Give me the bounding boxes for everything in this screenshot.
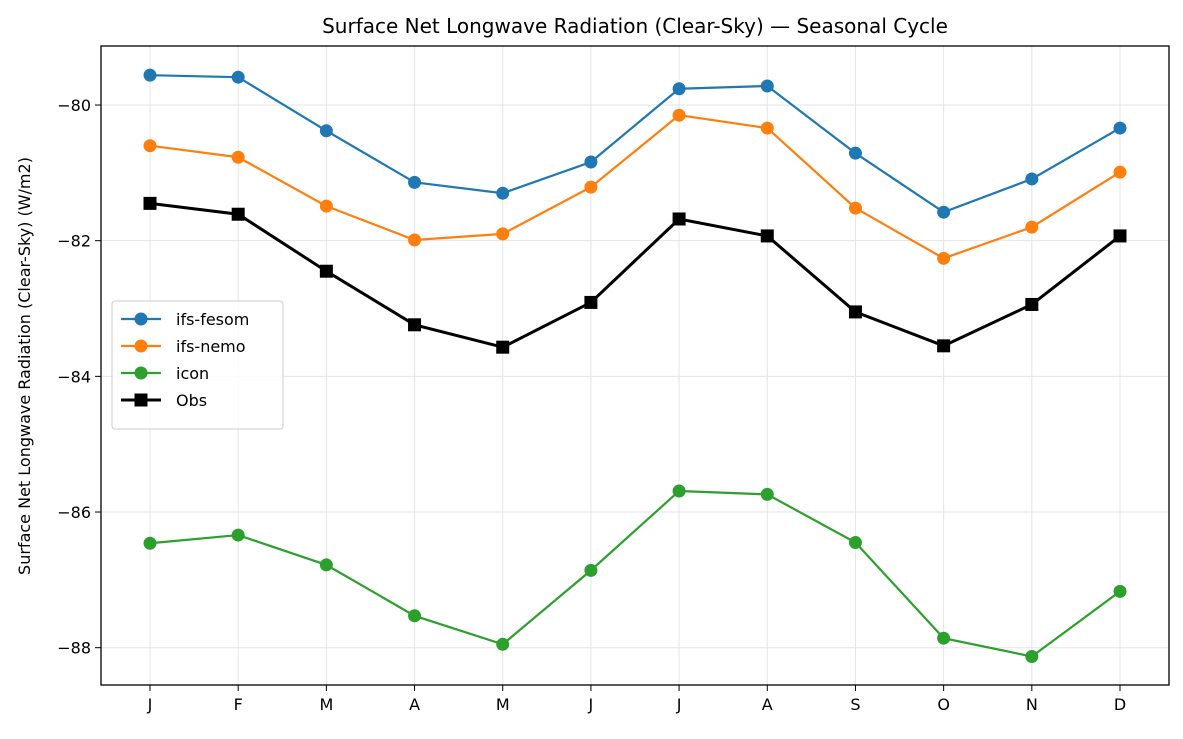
data-point	[1025, 220, 1039, 234]
legend-entry: icon	[121, 364, 209, 383]
data-point	[1113, 584, 1127, 598]
legend-label: ifs-fesom	[176, 310, 249, 329]
data-point	[319, 199, 333, 213]
data-point	[584, 563, 598, 577]
data-point	[231, 528, 245, 542]
data-point	[231, 207, 245, 221]
legend-entry: ifs-fesom	[121, 310, 249, 329]
legend-marker	[134, 312, 148, 326]
legend-entry: ifs-nemo	[121, 337, 246, 356]
y-tick-label: −88	[57, 639, 91, 658]
x-tick-label: J	[676, 695, 682, 714]
data-point	[408, 175, 422, 189]
legend-marker	[134, 393, 148, 407]
data-point	[496, 186, 510, 200]
data-point	[672, 108, 686, 122]
legend-entry: Obs	[121, 391, 207, 410]
data-point	[672, 212, 686, 226]
data-point	[408, 233, 422, 247]
data-point	[496, 637, 510, 651]
data-point	[760, 79, 774, 93]
x-tick-label: F	[234, 695, 243, 714]
data-point	[937, 251, 951, 265]
x-tick-label: J	[588, 695, 594, 714]
data-point	[143, 196, 157, 210]
legend-label: icon	[176, 364, 209, 383]
x-tick-label: A	[409, 695, 420, 714]
y-tick-label: −82	[57, 232, 91, 251]
data-point	[1113, 165, 1127, 179]
data-point	[319, 264, 333, 278]
data-point	[584, 155, 598, 169]
data-point	[408, 609, 422, 623]
series-icon	[143, 484, 1127, 664]
series-ifs-fesom	[143, 68, 1127, 219]
data-point	[672, 82, 686, 96]
data-point	[937, 631, 951, 645]
legend-label: Obs	[176, 391, 207, 410]
series-line	[149, 201, 1121, 349]
y-axis-label: Surface Net Longwave Radiation (Clear-Sk…	[15, 157, 34, 575]
y-tick-label: −80	[57, 96, 91, 115]
data-point	[584, 180, 598, 194]
data-point	[1025, 172, 1039, 186]
data-point	[496, 340, 510, 354]
series-line	[149, 114, 1121, 260]
data-point	[496, 227, 510, 241]
y-tick-label: −86	[57, 503, 91, 522]
data-point	[584, 295, 598, 309]
series-line	[149, 74, 1121, 214]
legend-label: ifs-nemo	[176, 337, 246, 356]
data-point	[319, 558, 333, 572]
x-tick-label: N	[1026, 695, 1038, 714]
chart-title: Surface Net Longwave Radiation (Clear-Sk…	[322, 14, 948, 38]
data-point	[937, 205, 951, 219]
y-tick-label: −84	[57, 367, 91, 386]
x-tick-label: S	[850, 695, 860, 714]
data-point	[143, 139, 157, 153]
x-tick-label: D	[1114, 695, 1126, 714]
data-point	[1113, 121, 1127, 135]
data-point	[1113, 229, 1127, 243]
data-point	[1025, 650, 1039, 664]
data-point	[760, 121, 774, 135]
x-tick-label: O	[937, 695, 950, 714]
x-tick-label: M	[319, 695, 333, 714]
data-point	[231, 70, 245, 84]
x-tick-label: J	[147, 695, 153, 714]
data-point	[672, 484, 686, 498]
data-point	[408, 318, 422, 332]
data-point	[848, 146, 862, 160]
data-point	[1025, 297, 1039, 311]
legend-marker	[134, 339, 148, 353]
data-point	[848, 536, 862, 550]
plot-frame	[100, 45, 1170, 686]
series-Obs	[143, 196, 1127, 354]
data-point	[231, 150, 245, 164]
data-point	[319, 124, 333, 138]
data-point	[848, 305, 862, 319]
data-point	[937, 339, 951, 353]
x-tick-label: M	[496, 695, 510, 714]
data-point	[848, 201, 862, 215]
x-tick-label: A	[762, 695, 773, 714]
series-ifs-nemo	[143, 108, 1127, 265]
data-point	[760, 487, 774, 501]
data-point	[760, 229, 774, 243]
legend-marker	[134, 366, 148, 380]
data-point	[143, 536, 157, 550]
series-line	[149, 489, 1121, 658]
legend-box	[111, 300, 284, 430]
data-point	[143, 68, 157, 82]
